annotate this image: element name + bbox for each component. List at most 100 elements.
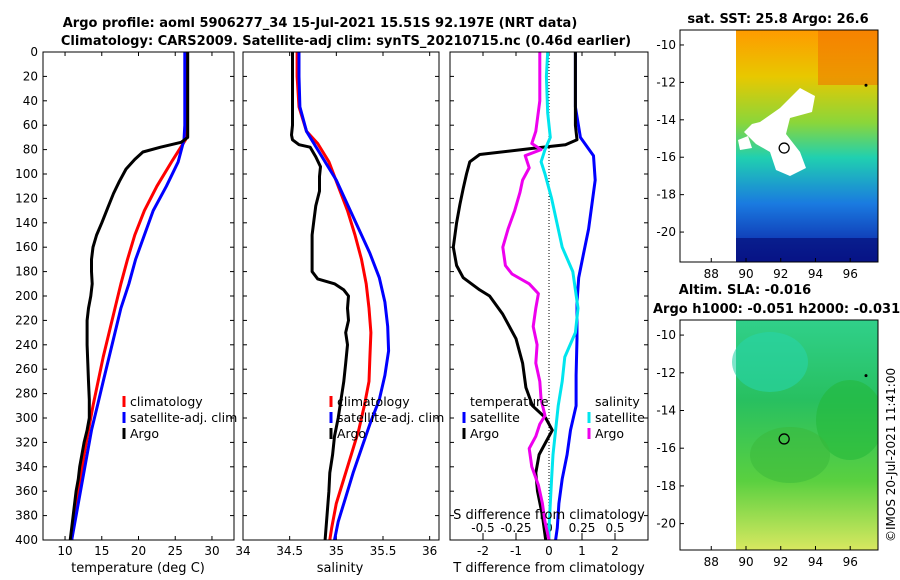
series-line-salinity-satellite: [539, 51, 580, 540]
y-tick-label: 20: [23, 69, 38, 83]
legend-satellite-label: satellite-adj. clim: [337, 410, 444, 425]
map-y-tick-label: -20: [656, 225, 676, 239]
legend-s-argo-label: Argo: [595, 426, 624, 441]
s-tick-label: -0.25: [500, 521, 531, 535]
map-y-tick-label: -12: [656, 366, 676, 380]
y-tick-label: 180: [15, 265, 38, 279]
sla-map-frame: [679, 319, 879, 551]
sla-map-panel: Altim. SLA: -0.016 Argo h1000: -0.051 h2…: [653, 283, 900, 569]
s-tick-label: 0.5: [605, 521, 624, 535]
series-line-climatology: [295, 52, 373, 541]
x-tick-label: 0: [545, 544, 553, 558]
difference-panel: -2 -1 0 1 2-0.5 -0.25 0 0.25 0.5 T difference fr…: [449, 51, 649, 576]
sla-high-patch: [732, 332, 808, 392]
y-tick-label: 400: [15, 533, 38, 547]
map-y-tick-label: -14: [656, 403, 676, 417]
map-dot: [864, 83, 868, 87]
series-line-argo: [68, 52, 190, 541]
difference-axes-frame: [449, 51, 649, 541]
x-tick-label: 36: [422, 544, 437, 558]
y-tick-label: 200: [15, 289, 38, 303]
legend-salinity-title: salinity: [595, 394, 640, 409]
map-x-tick-label: 92: [773, 555, 788, 569]
legend-temperature-title: temperature: [470, 394, 549, 409]
x-tick-label: -2: [477, 544, 489, 558]
y-tick-label: 380: [15, 509, 38, 523]
map-x-tick-label: 92: [773, 267, 788, 281]
y-tick-label: 140: [15, 216, 38, 230]
y-tick-label: 40: [23, 94, 38, 108]
map-y-tick-label: -10: [656, 38, 676, 52]
x-tick-label: 25: [168, 544, 183, 558]
map-x-tick-label: 94: [808, 267, 823, 281]
legend-s-satellite-label: satellite: [595, 410, 645, 425]
y-tick-label: 160: [15, 240, 38, 254]
s-difference-xlabel: S difference from climatology: [453, 508, 645, 523]
map-x-tick-label: 90: [738, 555, 753, 569]
argo-location-marker: [778, 142, 790, 154]
argo-location-marker: [778, 433, 790, 445]
y-tick-label: 100: [15, 167, 38, 181]
y-tick-label: 320: [15, 435, 38, 449]
salinity-panel: 34 34.5 35 35.5 36 salinity climatology sate…: [235, 51, 444, 576]
sst-warm-patch: [818, 30, 878, 85]
series-line-satellite-adj-clim: [70, 52, 187, 541]
sst-map-frame: [679, 29, 879, 263]
map-y-tick-label: -16: [656, 441, 676, 455]
sla-map-title-line1: Altim. SLA: -0.016: [679, 283, 811, 298]
map-dot: [864, 374, 868, 378]
sla-mid-patch-2: [750, 427, 830, 483]
sst-map-panel: sat. SST: 25.8 Argo: 26.6 88 90 92 94 96 -10 -…: [656, 12, 879, 281]
s-tick-label: 0.25: [569, 521, 596, 535]
x-tick-label: 35.5: [370, 544, 397, 558]
y-tick-label: 340: [15, 460, 38, 474]
series-line-salinity-argo: [501, 52, 551, 541]
x-tick-label: 34.5: [276, 544, 303, 558]
series-line-satellite-adj-clim: [297, 52, 391, 541]
x-tick-label: -1: [510, 544, 522, 558]
x-tick-label: 2: [611, 544, 619, 558]
temperature-legend: climatology satellite-adj. clim Argo: [122, 394, 237, 441]
sla-map-title-line2: Argo h1000: -0.051 h2000: -0.031: [653, 302, 900, 317]
legend-climatology-label: climatology: [337, 394, 410, 409]
y-tick-label: 280: [15, 387, 38, 401]
map-y-tick-label: -16: [656, 150, 676, 164]
temperature-panel: 0 20 40 60 80 100 120 140 160 180 200 220 240 260 280 3…: [15, 45, 237, 576]
sst-map-title: sat. SST: 25.8 Argo: 26.6: [687, 12, 868, 27]
x-tick-label: 10: [57, 544, 72, 558]
difference-legend: temperature satellite Argo salinity sate…: [462, 394, 645, 441]
legend-t-satellite-label: satellite: [470, 410, 520, 425]
map-x-tick-label: 88: [704, 267, 719, 281]
figure-title-line2: Climatology: CARS2009. Satellite-adj cli…: [61, 34, 631, 49]
salinity-axes-frame: [242, 51, 440, 541]
y-tick-label: 60: [23, 118, 38, 132]
y-tick-label: 240: [15, 338, 38, 352]
salinity-legend: climatology satellite-adj. clim Argo: [329, 394, 444, 441]
series-line-temperature-argo: [451, 52, 579, 541]
salinity-xlabel: salinity: [317, 561, 364, 576]
map-x-tick-label: 90: [738, 267, 753, 281]
x-tick-label: 34: [235, 544, 250, 558]
y-tick-label: 0: [30, 45, 38, 59]
t-difference-xlabel: T difference from climatology: [452, 561, 645, 576]
legend-satellite-label: satellite-adj. clim: [130, 410, 237, 425]
legend-argo-label: Argo: [130, 426, 159, 441]
y-tick-label: 120: [15, 191, 38, 205]
map-y-tick-label: -10: [656, 328, 676, 342]
map-x-tick-label: 96: [843, 555, 858, 569]
map-x-tick-label: 96: [843, 267, 858, 281]
s-tick-label: -0.5: [471, 521, 494, 535]
legend-climatology-label: climatology: [130, 394, 203, 409]
x-tick-label: 1: [578, 544, 586, 558]
sst-cloud-gap-small: [738, 136, 752, 150]
map-x-tick-label: 94: [808, 555, 823, 569]
copyright-text: ©IMOS 20-Jul-2021 11:41:00: [884, 368, 898, 542]
legend-argo-label: Argo: [337, 426, 366, 441]
map-x-tick-label: 88: [704, 555, 719, 569]
sst-cloud-gap: [744, 88, 815, 176]
temperature-axes-frame: [42, 51, 235, 541]
y-tick-label: 300: [15, 411, 38, 425]
series-line-climatology: [70, 52, 188, 541]
figure-title-line1: Argo profile: aoml 5906277_34 15-Jul-202…: [63, 16, 578, 31]
